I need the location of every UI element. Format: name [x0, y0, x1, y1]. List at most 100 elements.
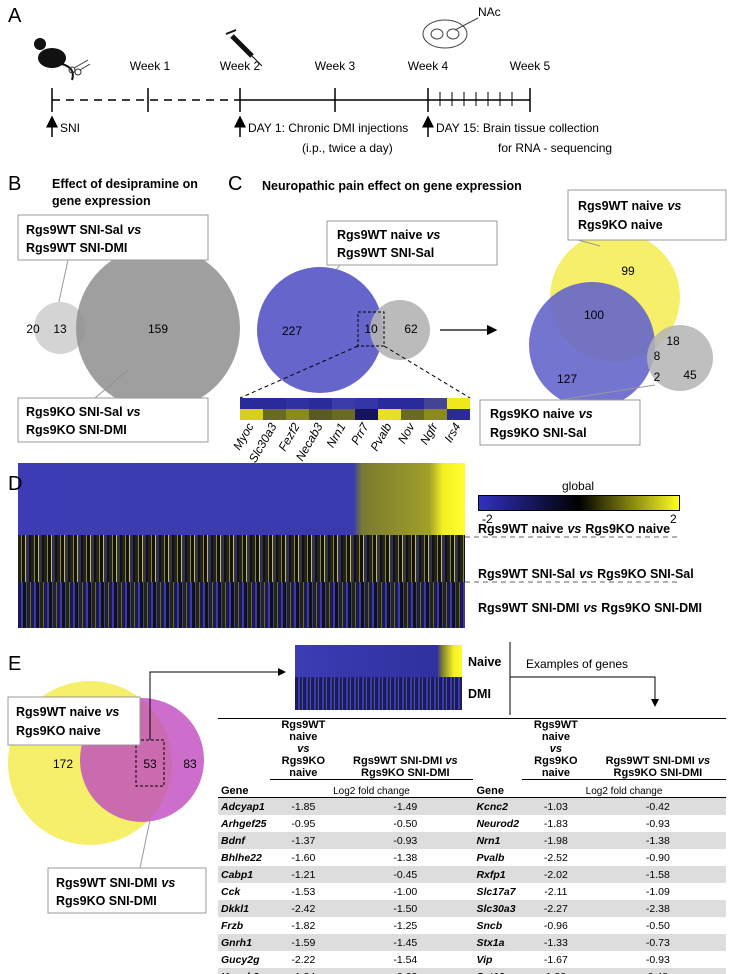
h: Rgs9WT SNI-DMI — [353, 755, 443, 767]
event-label: DAY 1: Chronic DMI injections — [248, 121, 408, 135]
colorbar-title: global — [562, 479, 594, 493]
gene-cell: Slc17a7 — [476, 885, 516, 898]
gene-cell: Rxfp1 — [473, 866, 523, 883]
row-labels: Rgs9WT naive vs Rgs9KO naive Rgs9WT SNI-Sal… — [478, 522, 702, 615]
table-row: Arhgef25 -0.95 -0.50 Neurod2 -1.83 -0.93 — [218, 815, 726, 832]
venn-circle — [529, 282, 655, 408]
col-header: Rgs9WT naive vs Rgs9KO naive — [522, 719, 590, 780]
value-cell: -0.96 — [543, 919, 568, 932]
value-cell: -1.58 — [589, 866, 726, 883]
value-cell: -0.63 — [337, 968, 474, 974]
box-text: Rgs9KO naive — [578, 218, 663, 232]
connector — [57, 259, 69, 307]
value-cell: -0.90 — [645, 851, 670, 864]
table-row: Gucy2g -2.22 -1.54 Vip -1.67 -0.93 — [218, 951, 726, 968]
week-label: Week 1 — [130, 59, 171, 73]
arrow — [149, 668, 286, 740]
colorbar — [478, 495, 680, 511]
h: vs — [549, 743, 562, 755]
gene-cell: Kcnab3 — [218, 968, 270, 974]
value-cell: -1.21 — [269, 866, 338, 883]
panel-label: C — [228, 173, 242, 195]
connector — [559, 384, 656, 401]
panel-label: B — [8, 173, 21, 195]
colorbar-tick: 2 — [670, 512, 677, 526]
arrow — [510, 676, 659, 707]
t: Rgs9KO naive — [585, 522, 670, 536]
value-cell: -1.45 — [337, 934, 474, 951]
panel-label: A — [8, 5, 22, 27]
value-cell: -0.93 — [645, 953, 670, 966]
table-row: Frzb -1.82 -1.25 Sncb -0.96 -0.50 — [218, 917, 726, 934]
value-cell: -0.93 — [645, 817, 670, 830]
box-text: Rgs9WT naive vs — [16, 705, 119, 719]
value-cell: -1.37 — [269, 832, 338, 849]
venn-count: 227 — [282, 324, 302, 338]
value-cell: -0.95 — [291, 817, 316, 830]
gene-table: Gene Rgs9WT naive vs Rgs9KO naive Rgs9WT S… — [218, 718, 726, 974]
venn-count: 10 — [364, 322, 378, 336]
syringe-icon — [225, 29, 263, 67]
h: Rgs9WT naive — [533, 719, 578, 743]
row-label: Rgs9WT SNI-Sal vs Rgs9KO SNI-Sal — [478, 567, 694, 581]
panel-title: Effect of desipramine on — [52, 177, 198, 191]
label-box — [7, 696, 141, 746]
h: vs — [697, 755, 711, 767]
value-cell: -0.93 — [337, 832, 474, 849]
value-cell: -1.60 — [291, 851, 316, 864]
value-cell: -1.38 — [589, 832, 726, 849]
gene-cell: Dkkl1 — [218, 900, 270, 917]
venn-count: 172 — [53, 757, 73, 771]
table-row: Adcyap1 -1.85 -1.49 Kcnc2 -1.03 -0.42 — [218, 797, 726, 815]
label-box — [326, 220, 498, 266]
value-cell: -1.53 — [291, 885, 316, 898]
t: vs — [579, 567, 593, 581]
mouse-icon — [34, 38, 74, 81]
value-cell: -1.98 — [522, 832, 590, 849]
colorbar-tick: -2 — [482, 512, 493, 526]
value-cell: -2.02 — [522, 866, 590, 883]
heatmap-row-label: Naive — [468, 655, 501, 669]
gene-cell: Vip — [476, 953, 493, 966]
box-text: Rgs9WT SNI-Sal vs — [26, 223, 141, 237]
annotation: Examples of genes — [526, 657, 628, 671]
t: vs — [667, 199, 681, 213]
value-cell: -0.73 — [589, 934, 726, 951]
table-row: Kcnab3-1.34-0.63Syt101.380.48 — [218, 968, 726, 974]
zoom-line — [383, 345, 471, 399]
col-header: Rgs9WT naive vs Rgs9KO naive — [270, 719, 338, 780]
t: vs — [161, 876, 175, 890]
label-box — [479, 399, 641, 446]
event-note: (i.p., twice a day) — [302, 141, 393, 155]
value-cell: -1.09 — [645, 885, 670, 898]
t: Rgs9KO SNI-Sal — [26, 405, 123, 419]
venn-count: 53 — [143, 757, 157, 771]
value-cell: -1.38 — [393, 851, 418, 864]
row-label: Rgs9WT naive vs Rgs9KO naive — [478, 522, 670, 536]
highlight-box — [357, 311, 385, 347]
value-cell: -2.22 — [291, 953, 316, 966]
value-cell: -0.45 — [337, 866, 474, 883]
week-label: Week 2 — [220, 59, 261, 73]
gene-cell: Gucy2g — [221, 953, 260, 966]
value-cell: -2.27 — [522, 900, 590, 917]
t: vs — [105, 705, 119, 719]
event-label: SNI — [60, 121, 80, 135]
value-cell: -0.42 — [589, 797, 726, 815]
value-cell: -1.33 — [522, 934, 590, 951]
connector — [577, 239, 601, 247]
t: vs — [567, 522, 581, 536]
gene-cell: Neurod2 — [476, 817, 520, 830]
value-cell: -2.38 — [589, 900, 726, 917]
value-cell: -1.59 — [269, 934, 338, 951]
box-text: Rgs9WT SNI-DMI — [26, 241, 127, 255]
gene-header: Gene — [476, 785, 504, 797]
box-text: Rgs9KO naive — [16, 724, 101, 738]
box-text: Rgs9KO SNI-DMI — [26, 423, 127, 437]
event-label: DAY 15: Brain tissue collection — [436, 121, 599, 135]
h: Rgs9KO SNI-DMI — [361, 767, 450, 779]
venn-circle — [34, 302, 86, 354]
value-cell: -1.25 — [393, 919, 418, 932]
h: Rgs9KO SNI-DMI — [613, 767, 703, 779]
